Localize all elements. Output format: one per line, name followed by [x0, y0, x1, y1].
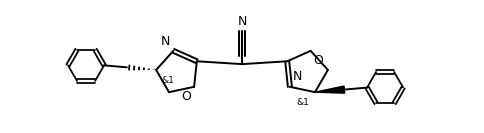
Text: &1: &1 [162, 76, 175, 85]
Text: N: N [293, 70, 302, 84]
Text: N: N [237, 14, 247, 28]
Text: N: N [161, 34, 170, 47]
Text: &1: &1 [296, 98, 309, 107]
Text: O: O [314, 54, 323, 67]
Text: O: O [182, 90, 191, 103]
Polygon shape [315, 86, 345, 93]
